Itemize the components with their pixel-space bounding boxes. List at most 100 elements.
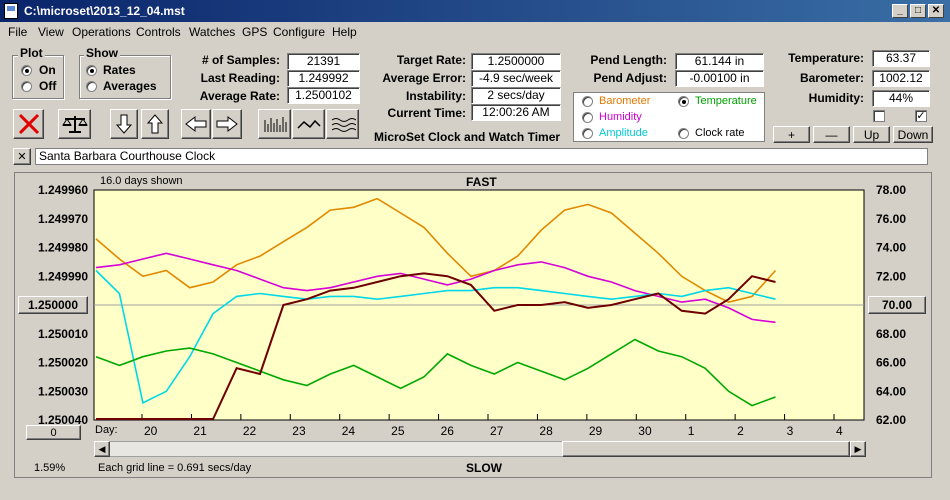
average-rate-field: 1.2500102 — [287, 87, 360, 104]
right-center-value-button[interactable]: 70.00 — [868, 296, 926, 314]
day-tick-label: 20 — [144, 424, 158, 438]
bar-view-button[interactable] — [258, 109, 291, 139]
series-line — [95, 338, 776, 407]
target-rate-field[interactable]: 1.2500000 — [471, 53, 561, 70]
amplitude-radio[interactable] — [582, 128, 593, 139]
humidity-radio[interactable] — [582, 112, 593, 123]
y-left-tick-label: 1.249980 — [38, 241, 88, 255]
samples-field: 21391 — [287, 53, 360, 70]
barometer-radio[interactable] — [582, 96, 593, 107]
current-time-field: 12:00:26 AM — [471, 104, 561, 121]
clock-name-input[interactable]: Santa Barbara Courthouse Clock — [35, 148, 928, 165]
day-tick-label: 22 — [243, 424, 257, 438]
zoom-out-button[interactable]: — — [813, 126, 850, 143]
plot-off-radio[interactable] — [21, 81, 32, 92]
day-axis-label: Day: — [95, 424, 118, 436]
plot-on-radio[interactable] — [21, 65, 32, 76]
menu-view[interactable]: View — [38, 25, 64, 39]
calibrate-button[interactable] — [58, 109, 91, 139]
pend-adjust-field[interactable]: -0.00100 in — [675, 70, 764, 87]
temperature-option-label: Temperature — [695, 95, 757, 107]
y-right-tick-label: 72.00 — [876, 269, 906, 283]
scroll-down-button[interactable]: Down — [893, 126, 933, 143]
move-right-button[interactable] — [212, 109, 242, 139]
grid-note-label: Each grid line = 0.691 secs/day — [98, 462, 252, 474]
menu-watches[interactable]: Watches — [189, 25, 236, 39]
pend-length-field[interactable]: 61.144 in — [675, 53, 764, 70]
last-reading-label: Last Reading: — [200, 71, 280, 85]
day-tick-label: 1 — [688, 424, 695, 438]
arrow-left-icon — [185, 115, 207, 133]
pend-adjust-label: Pend Adjust: — [593, 71, 667, 85]
zoom-in-button[interactable]: + — [773, 126, 810, 143]
show-group-title: Show — [84, 46, 120, 60]
arrow-up-icon — [146, 114, 164, 134]
menu-bar: File View Operations Controls Watches GP… — [0, 22, 950, 42]
scroll-left-button[interactable]: ◀ — [94, 441, 110, 457]
delete-x-icon — [18, 113, 39, 135]
day-tick-label: 3 — [787, 424, 794, 438]
balance-scale-icon — [61, 116, 88, 133]
menu-controls[interactable]: Controls — [136, 25, 181, 39]
temperature-radio[interactable] — [678, 96, 689, 107]
day-tick-label: 24 — [342, 424, 356, 438]
multi-line-icon — [331, 118, 356, 132]
arrow-down-icon — [115, 114, 133, 134]
temperature-label: Temperature: — [788, 51, 864, 65]
barometer-label: Barometer: — [799, 71, 864, 85]
line-view-button[interactable] — [292, 109, 325, 139]
move-down-button[interactable] — [110, 109, 138, 139]
slow-label: SLOW — [466, 461, 502, 475]
series-line — [95, 269, 776, 404]
y-left-tick-label: 1.250010 — [38, 327, 88, 341]
scroll-percent-label: 1.59% — [34, 462, 66, 474]
menu-configure[interactable]: Configure — [273, 25, 326, 39]
multi-line-view-button[interactable] — [326, 109, 359, 139]
x-offset-button[interactable]: 0 — [26, 425, 81, 440]
clock-rate-option-label: Clock rate — [695, 127, 745, 139]
humidity-field: 44% — [872, 90, 930, 107]
close-window-button[interactable]: ✕ — [928, 4, 944, 18]
show-group — [79, 55, 171, 99]
y-left-tick-label: 1.249970 — [38, 212, 88, 226]
target-rate-label: Target Rate: — [396, 53, 466, 67]
scrollbar-thumb[interactable] — [562, 441, 850, 457]
y-right-tick-label: 66.00 — [876, 356, 906, 370]
move-left-button[interactable] — [181, 109, 211, 139]
day-tick-label: 4 — [836, 424, 843, 438]
average-rate-label: Average Rate: — [199, 89, 280, 103]
show-averages-radio[interactable] — [86, 81, 97, 92]
minimize-button[interactable]: _ — [892, 4, 908, 18]
maximize-button[interactable]: □ — [910, 4, 926, 18]
left-center-value-button[interactable]: 1.250000 — [18, 296, 88, 314]
series-line — [96, 272, 776, 420]
instability-field: 2 secs/day — [471, 87, 561, 104]
plot-on-label: On — [39, 63, 56, 77]
humidity-option-label: Humidity — [599, 111, 642, 123]
day-tick-label: 26 — [441, 424, 455, 438]
y-right-tick-label: 76.00 — [876, 212, 906, 226]
scroll-up-button[interactable]: Up — [853, 126, 890, 143]
close-icon: ✕ — [17, 151, 27, 163]
menu-file[interactable]: File — [8, 25, 28, 39]
day-tick-label: 2 — [737, 424, 744, 438]
app-icon — [4, 3, 18, 19]
clear-clock-button[interactable]: ✕ — [13, 148, 31, 165]
menu-help[interactable]: Help — [332, 25, 357, 39]
instability-label: Instability: — [405, 89, 466, 103]
scroll-right-button[interactable]: ▶ — [850, 441, 866, 457]
menu-operations[interactable]: Operations — [72, 25, 131, 39]
show-rates-radio[interactable] — [86, 65, 97, 76]
y-right-tick-label: 62.00 — [876, 413, 906, 427]
checkbox-left[interactable] — [873, 110, 885, 122]
average-error-field: -4.9 sec/week — [471, 70, 561, 87]
app-name-label: MicroSet Clock and Watch Timer — [374, 130, 561, 144]
menu-gps[interactable]: GPS — [242, 25, 268, 39]
checkbox-right[interactable]: ✓ — [915, 110, 927, 122]
move-up-button[interactable] — [141, 109, 169, 139]
clock-rate-radio[interactable] — [678, 128, 689, 139]
delete-button[interactable] — [13, 109, 44, 139]
title-bar: C:\microset\2013_12_04.mst _ □ ✕ — [0, 0, 950, 22]
barometer-option-label: Barometer — [599, 95, 651, 107]
